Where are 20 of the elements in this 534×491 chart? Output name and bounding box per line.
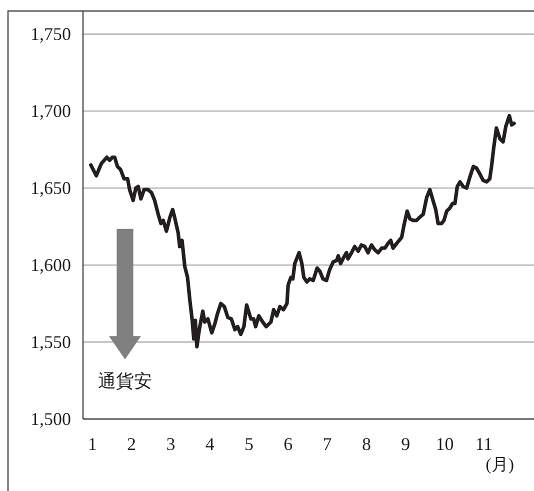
y-tick-label: 1,650 — [30, 178, 71, 198]
x-tick-label: 2 — [127, 434, 136, 454]
x-tick-label: 4 — [205, 434, 214, 454]
y-tick-label: 1,700 — [30, 101, 71, 122]
x-tick-label: 11 — [475, 434, 493, 454]
x-tick-label: 3 — [166, 434, 176, 454]
x-tick-label: 8 — [362, 434, 371, 454]
x-tick-label: 5 — [244, 434, 254, 454]
y-tick-label: 1,750 — [30, 24, 71, 44]
x-tick-label: 1 — [88, 434, 97, 454]
x-axis-title: (月) — [486, 455, 514, 474]
x-tick-label: 7 — [322, 434, 332, 454]
x-tick-label: 6 — [284, 434, 293, 454]
x-tick-label: 9 — [401, 434, 410, 454]
y-tick-label: 1,600 — [30, 255, 71, 276]
line-series — [89, 114, 516, 348]
x-tick-label: 10 — [436, 434, 454, 454]
y-tick-label: 1,500 — [30, 409, 71, 429]
annotation: 通貨安 — [98, 371, 152, 392]
y-tick-label: 1,550 — [30, 332, 71, 352]
